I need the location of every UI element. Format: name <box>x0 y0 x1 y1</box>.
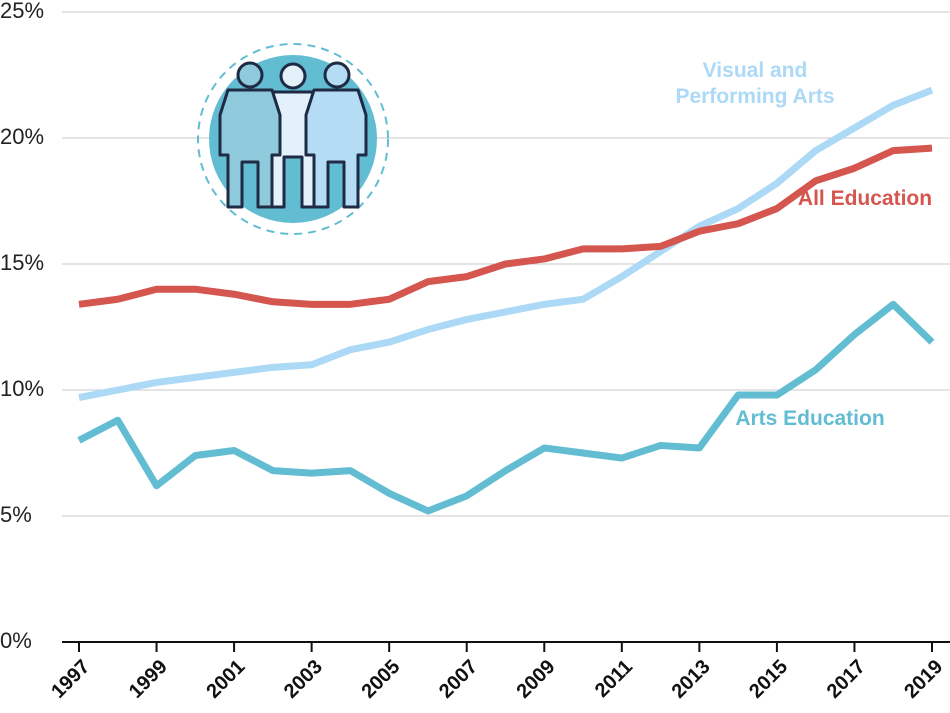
y-tick-label: 20% <box>0 124 44 149</box>
series-line <box>78 144 933 308</box>
x-tick-label: 2017 <box>823 656 870 703</box>
y-tick-label: 10% <box>0 376 44 401</box>
x-tick-label: 2015 <box>745 656 792 703</box>
y-tick-label: 15% <box>0 250 44 275</box>
series-label: Visual and Performing Arts <box>675 59 835 108</box>
series-line <box>77 300 935 515</box>
x-tick-label: 1999 <box>125 656 172 703</box>
x-tick-label: 2019 <box>900 656 947 703</box>
y-tick-label: 5% <box>0 502 32 527</box>
icon <box>197 43 389 235</box>
x-tick-label: 2005 <box>357 656 404 703</box>
y-tick-label: 0% <box>0 628 32 653</box>
x-tick-label: 2003 <box>280 656 327 703</box>
x-tick-label: 1997 <box>47 656 94 703</box>
x-tick-label: 2001 <box>202 656 249 703</box>
series-line <box>78 86 934 401</box>
series-label: Arts Education <box>735 407 885 430</box>
series-label: All Education <box>797 187 933 210</box>
x-tick-label: 2007 <box>435 656 482 703</box>
x-tick-label: 2009 <box>513 656 560 703</box>
x-tick-label: 2013 <box>668 656 715 703</box>
y-tick-label: 25% <box>0 0 44 23</box>
x-tick-label: 2011 <box>591 656 637 702</box>
